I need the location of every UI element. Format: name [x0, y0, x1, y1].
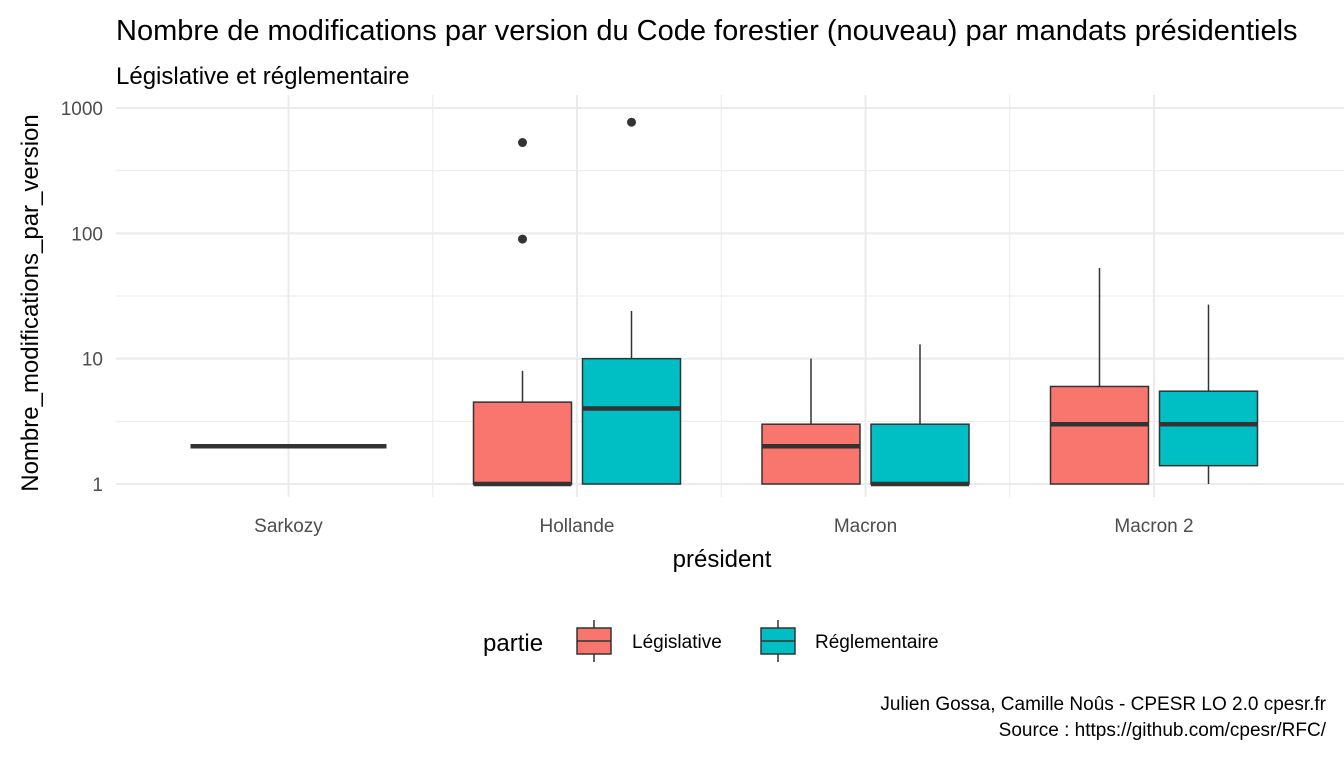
legend-label: Législative	[632, 632, 722, 653]
y-tick-label: 1000	[61, 99, 103, 120]
y-tick-label: 10	[82, 350, 103, 371]
y-tick-label: 100	[71, 224, 103, 245]
box-Réglementaire-Macron 2	[1158, 304, 1259, 484]
box-Législative-Macron	[761, 358, 861, 485]
legend-item-Réglementaire: Réglementaire	[760, 620, 939, 662]
outlier-point	[627, 117, 636, 127]
box-body	[1049, 385, 1150, 485]
box-Réglementaire-Hollande	[581, 117, 682, 485]
x-tick-label: Macron	[834, 516, 897, 537]
chart-title: Nombre de modifications par version du C…	[116, 15, 1298, 47]
x-axis-label: président	[673, 546, 772, 573]
outlier-point	[518, 234, 527, 244]
x-tick-label: Hollande	[540, 516, 615, 537]
legend-label: Réglementaire	[815, 632, 939, 653]
box-layer	[190, 117, 1259, 487]
chart-subtitle: Législative et réglementaire	[116, 63, 410, 90]
box-body	[870, 423, 970, 485]
caption-line-1: Julien Gossa, Camille Noûs - CPESR LO 2.…	[880, 694, 1326, 715]
y-axis-label: Nombre_modifications_par_version	[17, 114, 44, 492]
y-tick-label: 1	[92, 475, 103, 496]
legend: Législative Réglementaire	[576, 620, 939, 662]
box-body	[1158, 390, 1259, 467]
box-body	[581, 357, 682, 485]
box-Législative-Macron 2	[1049, 267, 1150, 485]
outlier-point	[518, 138, 527, 148]
box-Législative-Hollande	[472, 138, 573, 487]
x-tick-label: Sarkozy	[254, 516, 323, 537]
box-Réglementaire-Macron	[870, 344, 970, 487]
text-layer: Nombre de modifications par version du C…	[17, 15, 1327, 741]
x-tick-label: Macron 2	[1114, 516, 1193, 537]
caption-line-2: Source : https://github.com/cpesr/RFC/	[999, 720, 1327, 741]
box-body	[472, 401, 573, 485]
legend-item-Législative: Législative	[576, 620, 722, 662]
legend-title: partie	[483, 630, 543, 657]
box-body	[761, 423, 861, 485]
grid-layer: 1 10 100 1000 Sarkozy Hollande Macron Macron 2	[61, 95, 1344, 537]
